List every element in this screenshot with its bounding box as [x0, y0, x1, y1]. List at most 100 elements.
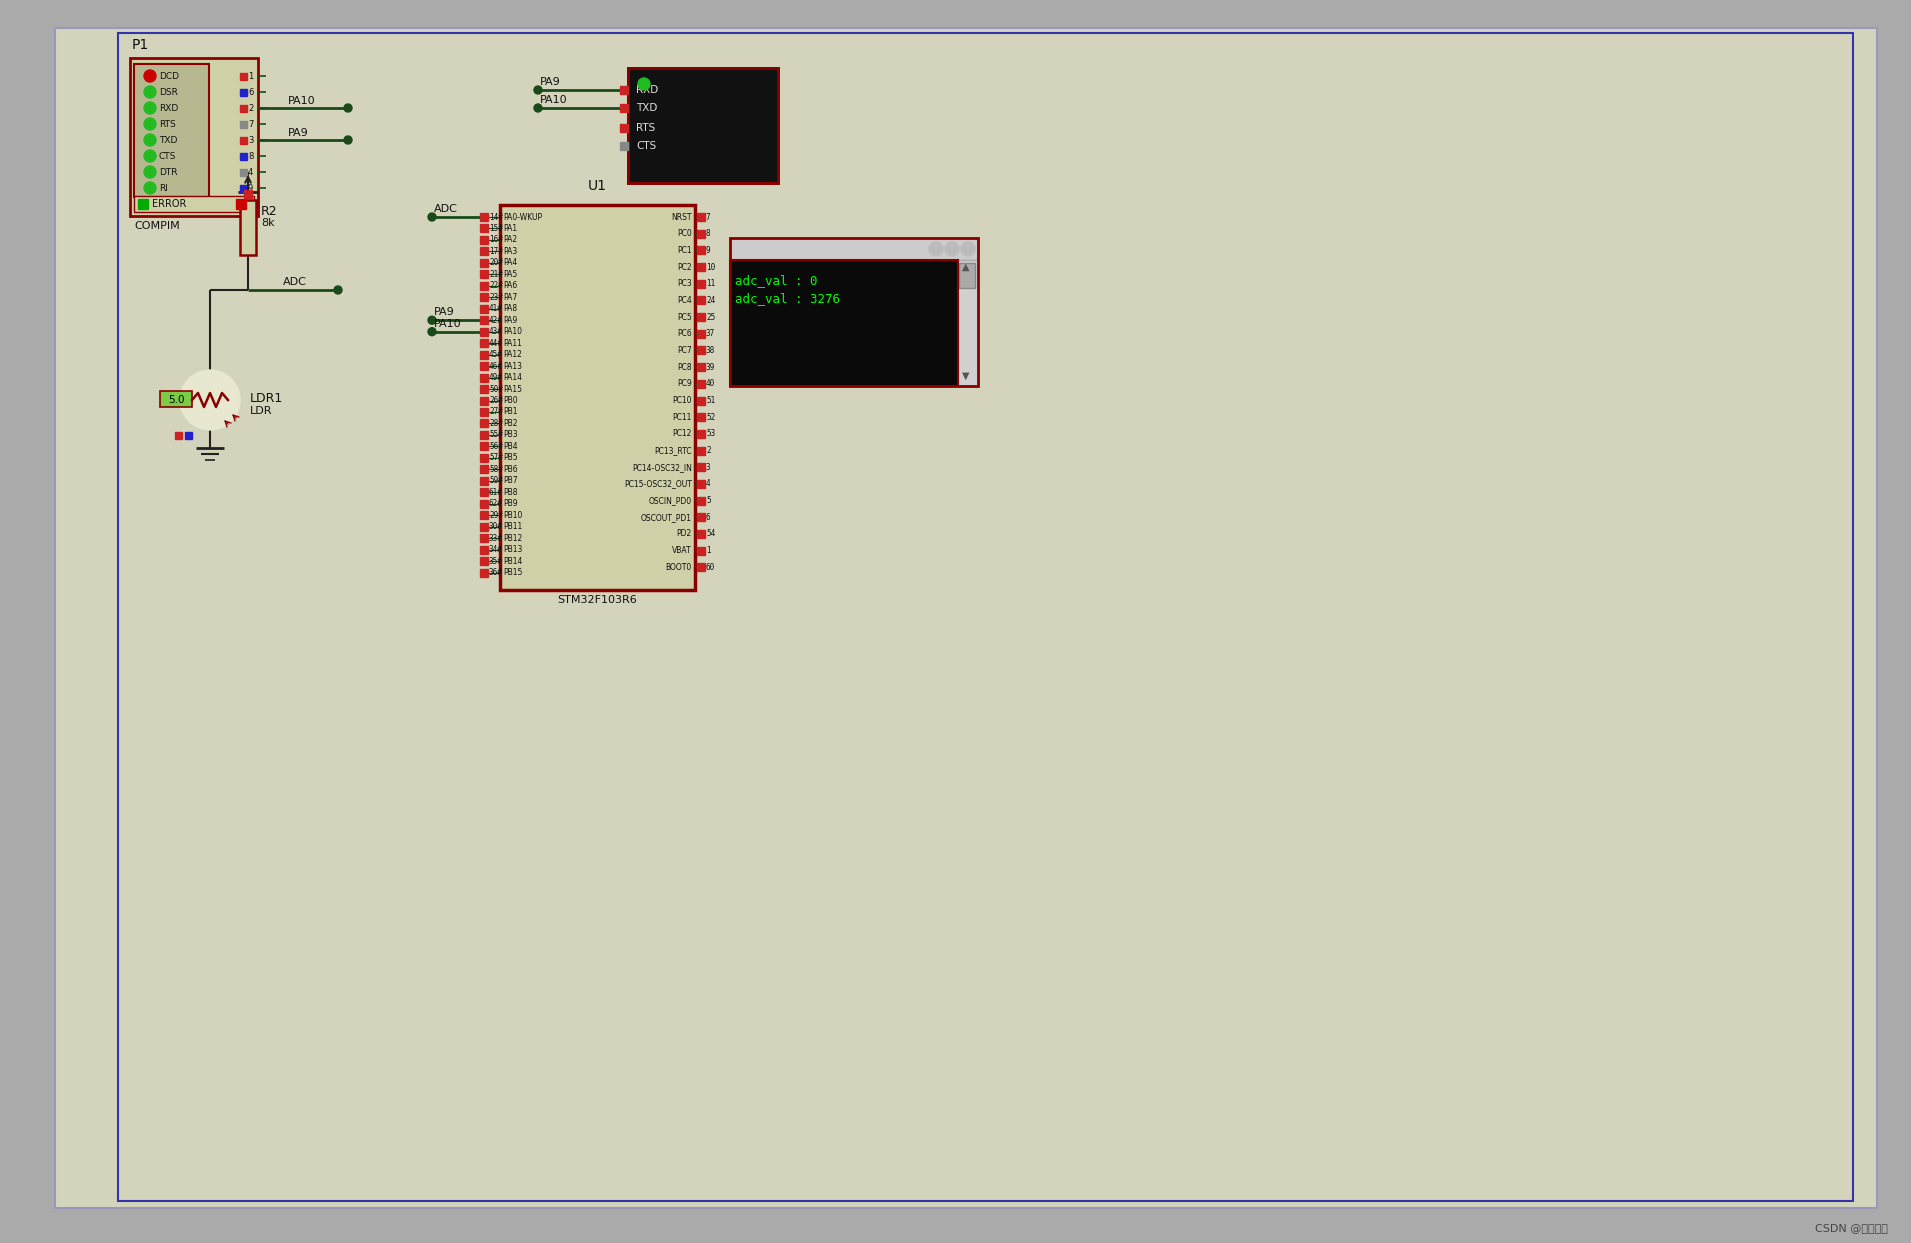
Text: PA7: PA7	[503, 293, 518, 302]
Bar	[134, 63, 208, 196]
Text: 14#: 14#	[489, 213, 503, 221]
Text: 33#: 33#	[489, 533, 503, 543]
Bar	[480, 477, 487, 485]
Text: PC8: PC8	[676, 363, 692, 372]
Text: P1: P1	[132, 39, 149, 52]
Text: 29#: 29#	[489, 511, 503, 520]
Bar	[698, 446, 705, 455]
Bar	[501, 205, 696, 590]
Text: PD2: PD2	[676, 530, 692, 538]
Bar	[698, 313, 705, 321]
Text: PA12: PA12	[503, 351, 522, 359]
Bar	[698, 480, 705, 488]
Text: DSR: DSR	[159, 87, 178, 97]
Text: PA9: PA9	[289, 128, 310, 138]
Text: RXD: RXD	[636, 85, 657, 94]
Bar	[619, 104, 629, 112]
Text: PB5: PB5	[503, 454, 518, 462]
Text: NRST: NRST	[671, 213, 692, 221]
Text: 17#: 17#	[489, 247, 503, 256]
Bar	[241, 185, 247, 191]
Text: 57#: 57#	[489, 454, 503, 462]
Bar	[480, 236, 487, 244]
Text: U1: U1	[587, 179, 606, 193]
Text: 5: 5	[705, 496, 711, 505]
Circle shape	[143, 118, 157, 131]
Bar	[619, 124, 629, 132]
Circle shape	[143, 70, 157, 82]
Text: 28#: 28#	[489, 419, 503, 428]
Text: 61#: 61#	[489, 487, 503, 497]
Bar	[480, 270, 487, 278]
Bar	[698, 280, 705, 287]
Text: 27#: 27#	[489, 408, 503, 416]
Text: 5.0: 5.0	[168, 395, 183, 405]
Text: PC6: PC6	[676, 329, 692, 338]
Text: 24: 24	[705, 296, 715, 305]
Bar	[619, 86, 629, 94]
Text: PB6: PB6	[503, 465, 518, 474]
Text: 4: 4	[248, 168, 254, 177]
Text: 49#: 49#	[489, 373, 503, 382]
Bar	[480, 225, 487, 232]
Text: PC15-OSC32_OUT: PC15-OSC32_OUT	[625, 480, 692, 488]
Circle shape	[961, 242, 975, 256]
Text: 8: 8	[705, 229, 711, 239]
Bar	[480, 546, 487, 553]
Bar	[480, 282, 487, 290]
Text: 43#: 43#	[489, 327, 503, 336]
Text: 7: 7	[705, 213, 711, 221]
Bar	[730, 237, 978, 387]
Text: PA9: PA9	[541, 77, 560, 87]
Circle shape	[428, 316, 436, 324]
Bar	[480, 443, 487, 450]
Bar	[698, 264, 705, 271]
Text: 34#: 34#	[489, 546, 503, 554]
Bar	[698, 413, 705, 421]
Bar	[480, 362, 487, 370]
Text: PC1: PC1	[676, 246, 692, 255]
Bar	[698, 530, 705, 538]
Circle shape	[334, 286, 342, 295]
Text: 41#: 41#	[489, 305, 503, 313]
Text: PA2: PA2	[503, 235, 518, 245]
Bar	[629, 68, 778, 183]
Text: 35#: 35#	[489, 557, 503, 566]
Bar	[959, 264, 975, 288]
Text: CTS: CTS	[636, 140, 655, 150]
Bar	[480, 454, 487, 462]
Text: RI: RI	[159, 184, 168, 193]
Text: 1: 1	[705, 546, 711, 556]
Text: COMPIM: COMPIM	[134, 221, 180, 231]
Text: 50#: 50#	[489, 384, 503, 394]
Text: PC13_RTC: PC13_RTC	[654, 446, 692, 455]
Circle shape	[929, 242, 942, 256]
Text: PC10: PC10	[673, 397, 692, 405]
Bar	[480, 339, 487, 347]
Bar	[730, 237, 978, 387]
Bar	[698, 464, 705, 471]
Text: RTS: RTS	[636, 123, 655, 133]
Text: PA0-WKUP: PA0-WKUP	[503, 213, 543, 221]
Text: 21#: 21#	[489, 270, 503, 278]
Text: CSDN @抜发日志: CSDN @抜发日志	[1815, 1223, 1888, 1233]
Text: 45#: 45#	[489, 351, 503, 359]
Text: 53: 53	[705, 429, 715, 439]
Text: 6: 6	[705, 513, 711, 522]
Text: 3: 3	[705, 462, 711, 472]
Text: 54: 54	[705, 530, 715, 538]
Circle shape	[143, 102, 157, 114]
Text: PC9: PC9	[676, 379, 692, 388]
Bar	[241, 200, 256, 255]
Text: 2: 2	[248, 103, 254, 113]
Text: 8k: 8k	[262, 218, 275, 227]
Bar	[480, 247, 487, 255]
Text: R2: R2	[262, 205, 277, 218]
Text: TXD: TXD	[159, 135, 178, 144]
Bar	[245, 190, 252, 198]
Bar	[480, 511, 487, 520]
Text: PA10: PA10	[541, 94, 568, 104]
Text: PA4: PA4	[503, 259, 518, 267]
Text: BOOT0: BOOT0	[665, 563, 692, 572]
Text: PB10: PB10	[503, 511, 522, 520]
